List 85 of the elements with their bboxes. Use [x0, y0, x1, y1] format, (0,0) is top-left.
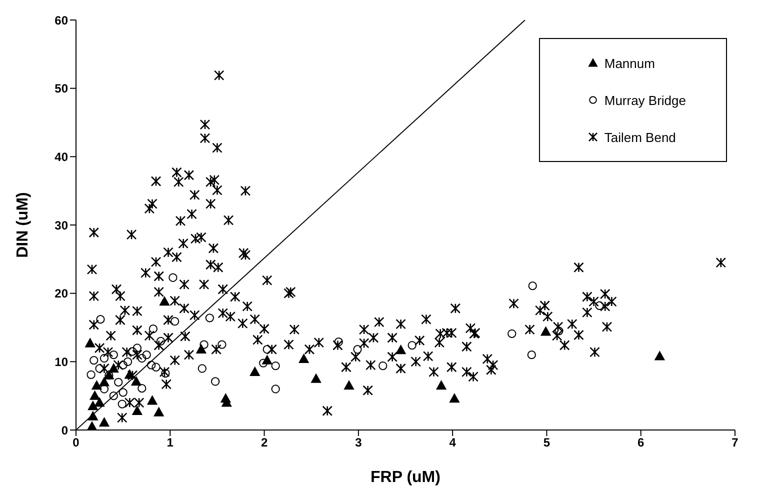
point — [196, 344, 206, 354]
point — [218, 340, 226, 349]
point — [259, 358, 268, 368]
point — [109, 350, 118, 360]
point — [131, 376, 142, 386]
point — [85, 338, 96, 348]
point — [114, 378, 123, 386]
x-tick-label: 5 — [543, 436, 550, 450]
point — [152, 362, 160, 372]
point — [88, 411, 98, 420]
y-tick-label: 10 — [54, 354, 68, 369]
point — [508, 329, 516, 338]
point — [100, 354, 109, 363]
point — [99, 417, 110, 427]
point — [344, 380, 354, 390]
x-tick-label: 6 — [638, 436, 645, 450]
point — [298, 354, 309, 364]
point — [198, 364, 206, 373]
legend-label: Mannum — [604, 56, 655, 70]
point — [168, 273, 178, 282]
point — [436, 380, 446, 390]
point — [449, 394, 460, 403]
point — [156, 336, 166, 346]
point — [138, 354, 146, 363]
x-tick-label: 1 — [166, 436, 174, 450]
point — [147, 396, 158, 405]
point — [595, 301, 604, 310]
point — [396, 345, 406, 354]
x-tick-label: 2 — [260, 436, 268, 450]
point — [118, 360, 128, 370]
point — [311, 374, 322, 383]
point — [154, 407, 164, 416]
point — [132, 406, 142, 415]
point — [271, 361, 280, 370]
point — [170, 317, 180, 326]
point — [132, 344, 142, 352]
point — [353, 345, 362, 354]
point — [96, 314, 105, 324]
point — [211, 377, 220, 386]
point — [92, 380, 102, 390]
y-tick-label: 40 — [54, 150, 68, 164]
y-tick-label: 20 — [54, 286, 68, 301]
y-tick-label: 30 — [54, 218, 68, 232]
x-tick-label: 4 — [449, 436, 456, 450]
point — [142, 350, 151, 360]
point — [109, 392, 118, 400]
point — [161, 368, 170, 378]
point — [654, 351, 665, 360]
point — [554, 326, 564, 336]
point — [159, 296, 170, 306]
point — [88, 401, 98, 410]
point — [128, 347, 137, 356]
point — [148, 324, 158, 334]
point — [86, 370, 96, 379]
point — [378, 361, 388, 370]
point — [271, 384, 280, 394]
point — [527, 350, 536, 360]
point — [250, 366, 260, 376]
y-axis-title: DIN (uM) — [14, 192, 32, 258]
legend-label: Tailem Bend — [604, 130, 676, 144]
x-tick-label: 0 — [72, 436, 80, 450]
point — [90, 356, 98, 365]
y-tick-label: 0 — [61, 423, 68, 438]
point — [205, 314, 214, 322]
point — [528, 281, 537, 290]
y-tick-label: 50 — [54, 82, 68, 96]
point — [200, 340, 208, 349]
x-axis-title: FRP (uM) — [370, 469, 440, 486]
point — [146, 360, 156, 370]
point — [540, 326, 551, 336]
point — [138, 384, 146, 393]
point — [87, 422, 98, 430]
point — [118, 388, 128, 397]
point — [262, 345, 272, 354]
y-tick-label: 60 — [54, 13, 68, 28]
point — [408, 340, 416, 350]
point — [90, 390, 100, 400]
point — [94, 398, 105, 407]
legend-label: Murray Bridge — [604, 92, 686, 108]
point — [95, 364, 104, 373]
point — [123, 357, 132, 366]
x-tick-label: 3 — [355, 436, 362, 450]
x-tick-label: 7 — [732, 436, 739, 450]
point — [118, 400, 126, 408]
point — [334, 338, 343, 346]
